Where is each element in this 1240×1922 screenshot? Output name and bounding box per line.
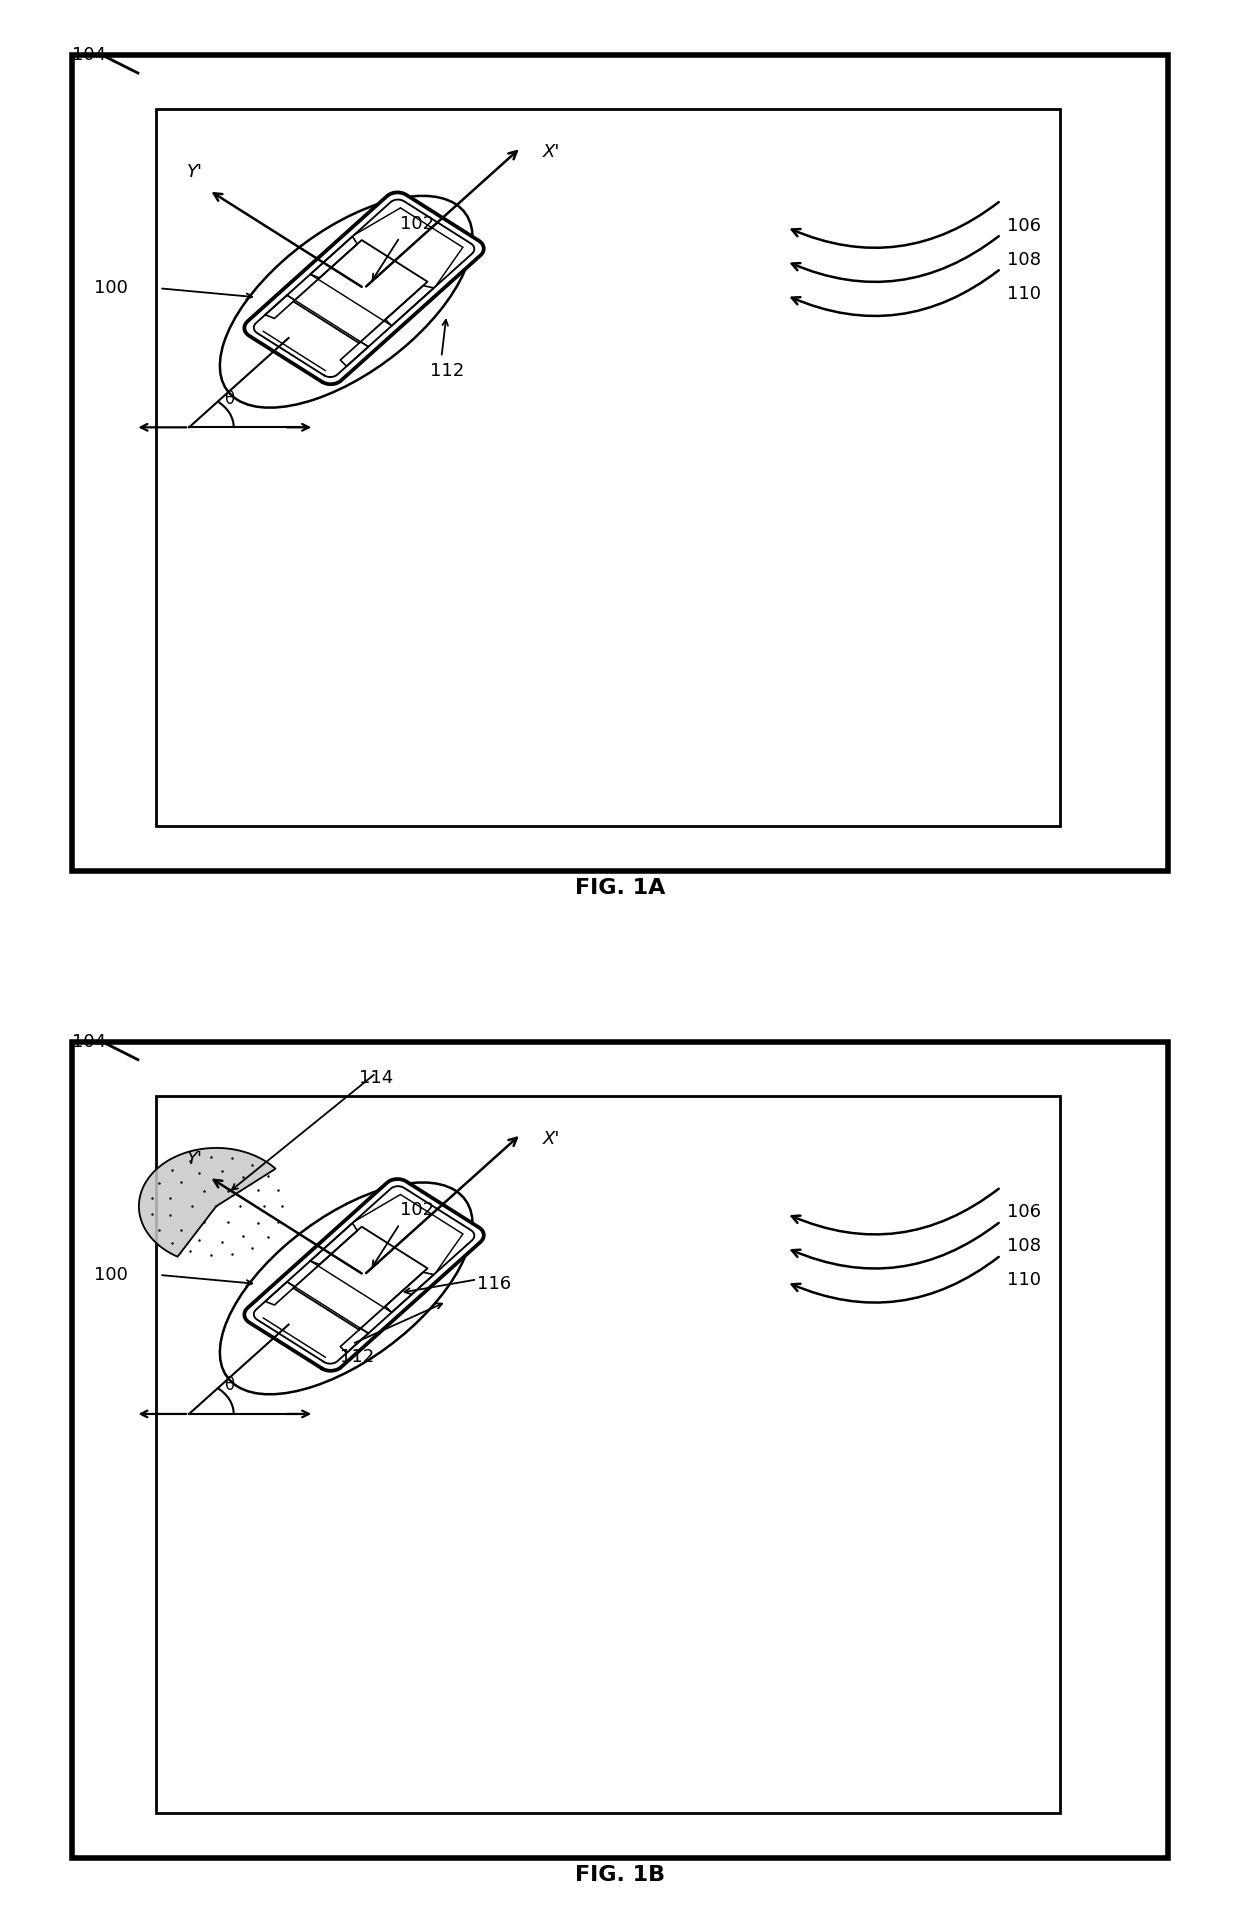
Text: 112: 112 <box>340 1349 374 1367</box>
Text: Y': Y' <box>187 1149 203 1169</box>
Text: X': X' <box>542 142 559 161</box>
Text: 110: 110 <box>1007 284 1040 302</box>
Text: 112: 112 <box>429 361 464 381</box>
Text: 102: 102 <box>399 1201 434 1219</box>
Ellipse shape <box>219 196 472 407</box>
Text: 106: 106 <box>1007 1203 1040 1220</box>
Text: θ: θ <box>224 1376 234 1393</box>
Text: 104: 104 <box>72 46 107 63</box>
Text: 100: 100 <box>94 279 128 298</box>
Bar <box>156 110 1060 826</box>
Text: X': X' <box>542 1130 559 1147</box>
Text: 102: 102 <box>399 215 434 233</box>
Text: 106: 106 <box>1007 217 1040 234</box>
Text: 104: 104 <box>72 1032 107 1051</box>
Text: Y': Y' <box>187 163 203 181</box>
Bar <box>156 1096 1060 1812</box>
Text: 116: 116 <box>477 1274 511 1294</box>
Text: FIG. 1B: FIG. 1B <box>575 1864 665 1885</box>
Text: 110: 110 <box>1007 1270 1040 1290</box>
Text: 114: 114 <box>358 1069 393 1086</box>
Text: FIG. 1A: FIG. 1A <box>575 878 665 898</box>
Text: 100: 100 <box>94 1267 128 1284</box>
Text: θ: θ <box>224 390 234 407</box>
Polygon shape <box>139 1147 275 1257</box>
Ellipse shape <box>219 1182 472 1393</box>
Text: 108: 108 <box>1007 250 1040 269</box>
Polygon shape <box>244 192 484 384</box>
Polygon shape <box>244 1178 484 1370</box>
Text: 108: 108 <box>1007 1238 1040 1255</box>
